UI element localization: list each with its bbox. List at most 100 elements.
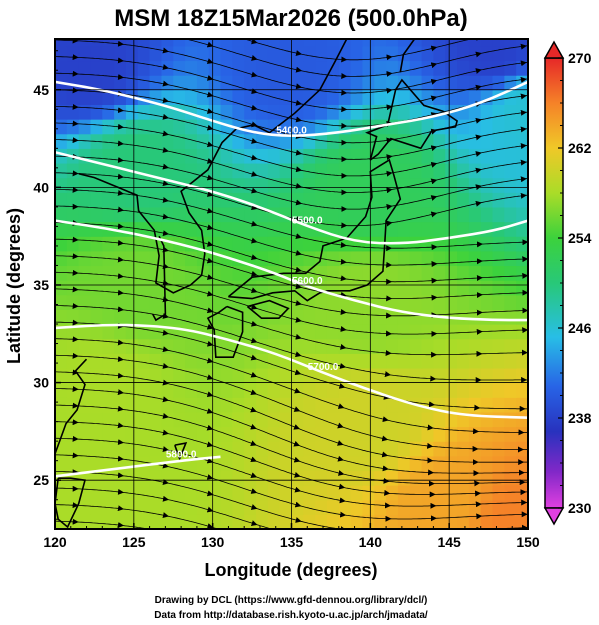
- streamline-arrow: [212, 412, 257, 430]
- heat-cell: [125, 338, 139, 354]
- heat-cell: [78, 206, 92, 223]
- heat-cell: [232, 75, 245, 91]
- heat-cell: [173, 206, 186, 223]
- heat-cell: [78, 499, 92, 515]
- heat-cell: [350, 133, 364, 149]
- heat-cell: [55, 411, 68, 428]
- streamline-arrow: [212, 178, 258, 194]
- streamline-arrow: [345, 329, 392, 337]
- heat-cell: [445, 265, 458, 281]
- y-tick-label: 40: [33, 179, 49, 195]
- heat-cell: [492, 338, 505, 354]
- heat-cell: [421, 353, 434, 369]
- streamline-arrow: [387, 419, 434, 431]
- heat-cell: [303, 426, 316, 442]
- heat-cell: [445, 162, 458, 179]
- heat-cell: [267, 309, 281, 325]
- heat-cell: [315, 441, 328, 457]
- heat-cell: [433, 411, 446, 428]
- heat-cell: [185, 499, 198, 515]
- heat-cell: [137, 353, 151, 369]
- heat-cell: [220, 485, 233, 501]
- streamline-arrow: [55, 103, 79, 110]
- heat-cell: [196, 485, 210, 501]
- heat-cell: [185, 45, 198, 62]
- heat-cell: [315, 236, 328, 252]
- heat-cell: [303, 89, 316, 105]
- heat-cell: [102, 236, 115, 252]
- heat-cell: [90, 470, 103, 486]
- streamline-arrow: [437, 576, 482, 579]
- heat-cell: [232, 455, 245, 472]
- heat-cell: [78, 280, 92, 296]
- heat-cell: [516, 221, 528, 237]
- streamline-arrow: [342, 426, 389, 442]
- heat-cell: [445, 294, 458, 310]
- heat-cell: [267, 499, 281, 515]
- heat-cell: [326, 455, 340, 472]
- heat-cell: [114, 192, 127, 208]
- heat-cell: [362, 485, 375, 501]
- heat-cell: [244, 499, 257, 515]
- heat-cell: [480, 499, 494, 515]
- heat-cell: [220, 39, 233, 47]
- heat-cell: [185, 265, 198, 281]
- heat-cell: [244, 177, 257, 193]
- heat-cell: [149, 104, 163, 120]
- heat-cell: [350, 162, 364, 179]
- streamline-arrow: [122, 458, 169, 469]
- heat-cell: [480, 192, 494, 208]
- streamline-arrow: [391, 277, 438, 284]
- heat-cell: [66, 236, 80, 252]
- heat-cell: [421, 221, 434, 237]
- heat-cell: [161, 45, 174, 62]
- heat-cell: [516, 250, 528, 267]
- heat-cell: [149, 514, 163, 529]
- heat-cell: [315, 499, 328, 515]
- heat-cell: [291, 470, 304, 486]
- heat-cell: [55, 221, 68, 237]
- streamline-arrow: [55, 402, 79, 409]
- heat-cell: [303, 309, 316, 325]
- streamline-arrow: [346, 220, 393, 227]
- streamline-arrow: [55, 369, 79, 376]
- streamline-arrow: [436, 309, 483, 316]
- heat-cell: [409, 192, 423, 208]
- x-tick-label: 120: [43, 534, 67, 550]
- heat-cell: [90, 250, 103, 267]
- heat-cell: [78, 367, 92, 384]
- heat-cell: [102, 470, 115, 486]
- heat-cell: [386, 324, 399, 340]
- heat-cell: [386, 338, 399, 354]
- heat-cell: [445, 250, 458, 267]
- heat-cell: [291, 499, 304, 515]
- heat-cell: [173, 60, 186, 76]
- heat-cell: [220, 133, 233, 149]
- heat-cell: [362, 104, 375, 120]
- heat-cell: [315, 75, 328, 91]
- streamline-arrow: [346, 170, 393, 177]
- heat-cell: [125, 382, 139, 398]
- streamline-arrow: [122, 292, 169, 303]
- streamline-arrow: [77, 372, 124, 379]
- streamline-arrow: [256, 141, 303, 156]
- heat-cell: [102, 309, 115, 325]
- heat-cell: [409, 499, 423, 515]
- streamline-arrow: [299, 490, 346, 504]
- heat-cell: [161, 133, 174, 149]
- heat-cell: [374, 192, 387, 208]
- heat-cell: [267, 514, 281, 529]
- heat-cell: [78, 104, 92, 120]
- heat-cell: [267, 236, 281, 252]
- streamline-arrow: [55, 303, 79, 310]
- heat-cell: [433, 338, 446, 354]
- streamline-arrow: [256, 92, 303, 106]
- heat-cell: [102, 367, 115, 384]
- streamline-arrow: [77, 388, 124, 396]
- heat-cell: [315, 89, 328, 105]
- streamline-arrow: [77, 438, 124, 446]
- heat-cell: [125, 236, 139, 252]
- heat-cell: [421, 148, 434, 164]
- streamline-arrow: [122, 93, 169, 104]
- heat-cell: [244, 514, 257, 529]
